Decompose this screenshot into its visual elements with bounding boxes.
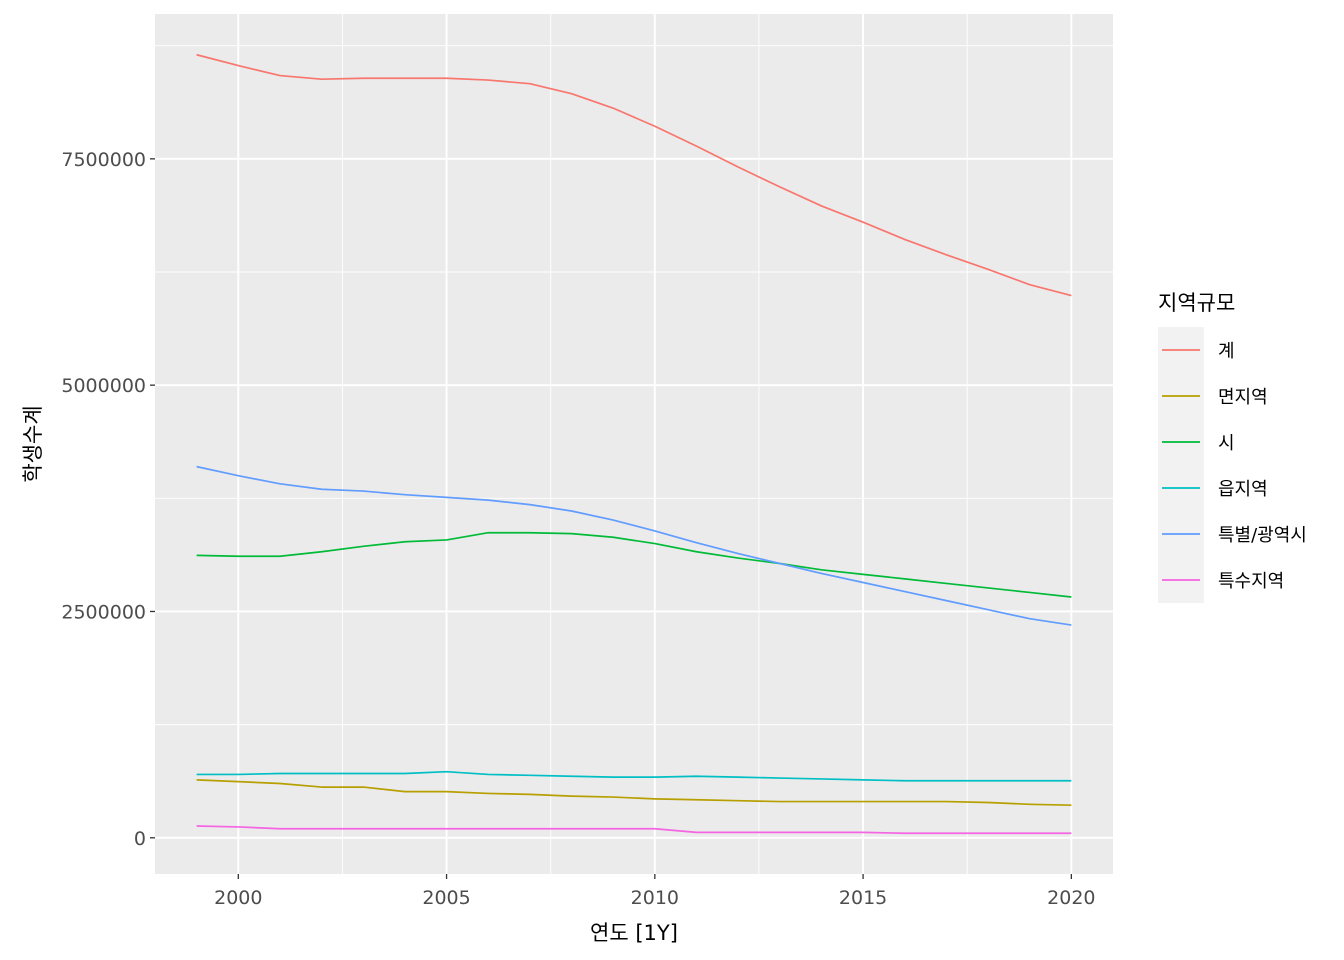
series-line-0 [196, 53, 1072, 297]
x-tick-label: 2005 [422, 887, 470, 909]
legend-title: 지역규모 [1158, 291, 1235, 315]
grid-major [155, 14, 1113, 874]
y-tick-label: 0 [134, 828, 146, 850]
x-tick-label: 2020 [1047, 887, 1095, 909]
series-line-2 [196, 531, 1072, 598]
x-axis: 2000 2005 2010 2015 2020 [214, 874, 1096, 909]
y-tick-label: 5000000 [61, 375, 146, 397]
y-tick-label: 2500000 [61, 601, 146, 623]
x-axis-title: 연도 [1Y] [590, 921, 678, 945]
legend-label-4: 특별/광역시 [1218, 525, 1307, 546]
legend-label-1: 면지역 [1218, 387, 1268, 408]
y-axis-title: 학생수계 [21, 405, 45, 482]
y-tick-label: 7500000 [61, 149, 146, 171]
series-lines [196, 53, 1072, 835]
series-line-5 [196, 825, 1072, 835]
series-line-1 [196, 779, 1072, 807]
plot-panel [155, 14, 1113, 874]
x-tick-label: 2000 [214, 887, 262, 909]
legend-label-2: 시 [1218, 433, 1235, 454]
legend-key-background [1158, 327, 1204, 603]
legend-label-0: 계 [1218, 341, 1235, 362]
y-axis: 0 2500000 5000000 7500000 [61, 149, 155, 850]
legend-label-5: 특수지역 [1218, 571, 1284, 592]
x-tick-label: 2010 [631, 887, 679, 909]
series-line-4 [196, 465, 1072, 626]
legend-label-3: 읍지역 [1218, 479, 1268, 500]
grid-minor [155, 14, 1113, 874]
series-line-3 [196, 770, 1072, 782]
x-tick-label: 2015 [839, 887, 887, 909]
